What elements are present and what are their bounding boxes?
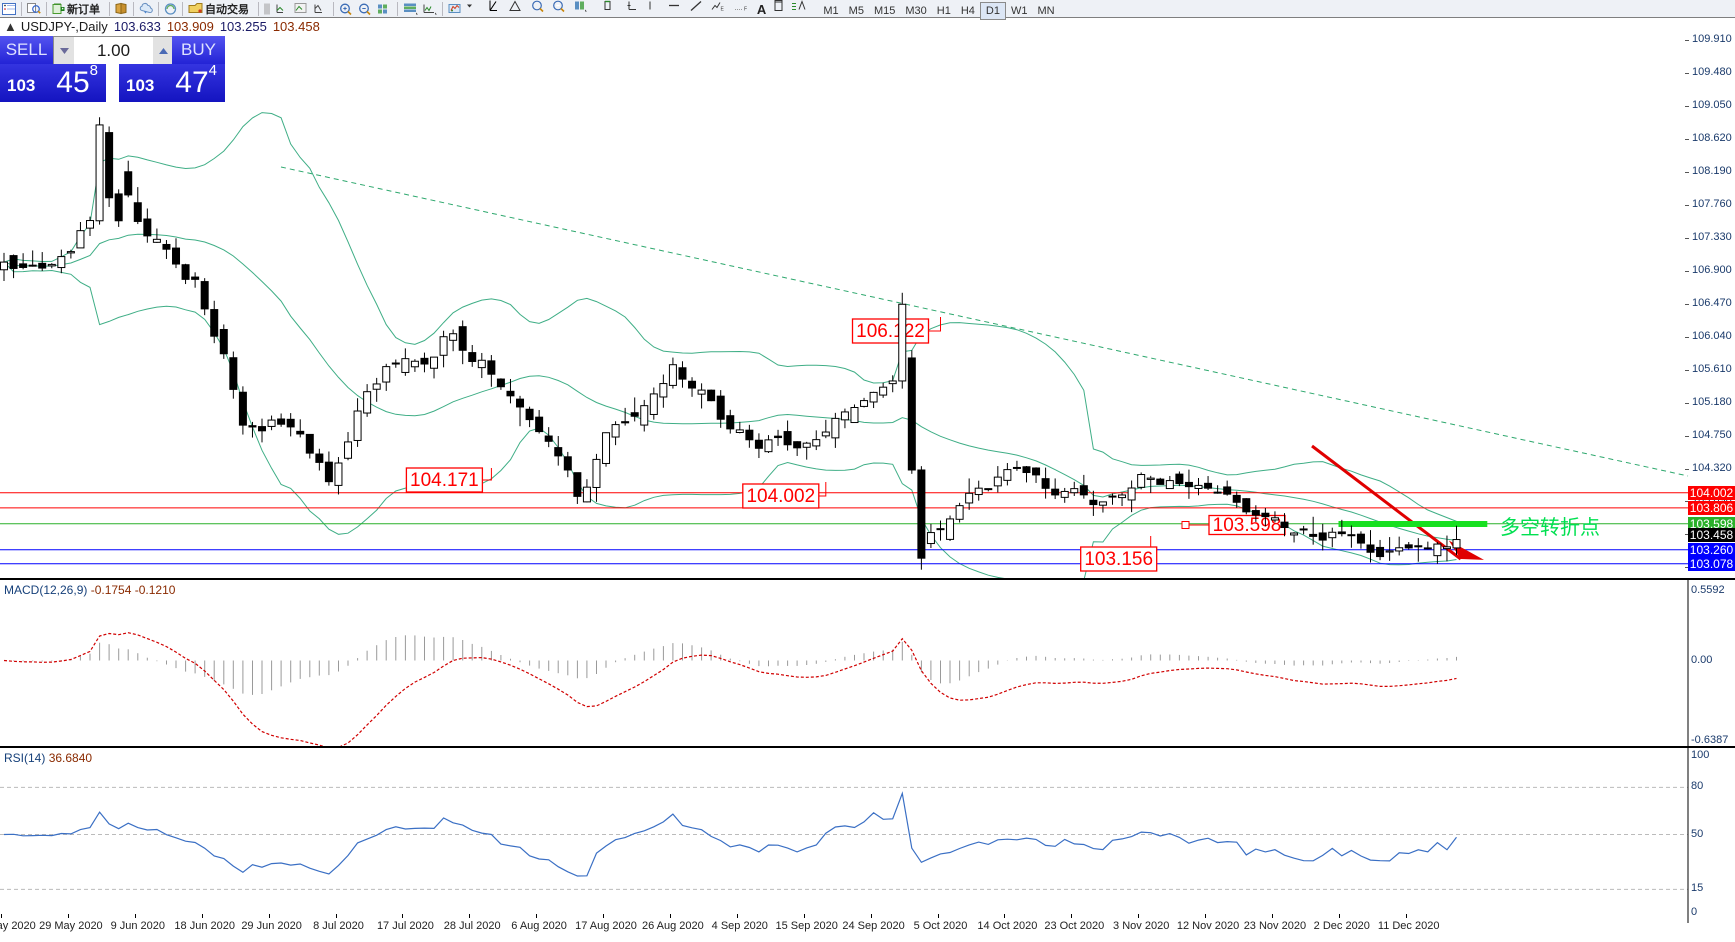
svg-text:103.156: 103.156 [1084,549,1153,570]
svg-text:106.122: 106.122 [856,321,925,342]
svg-text:104.002: 104.002 [746,486,815,507]
svg-text:多空转折点: 多空转折点 [1500,516,1600,539]
svg-text:104.171: 104.171 [410,470,479,491]
